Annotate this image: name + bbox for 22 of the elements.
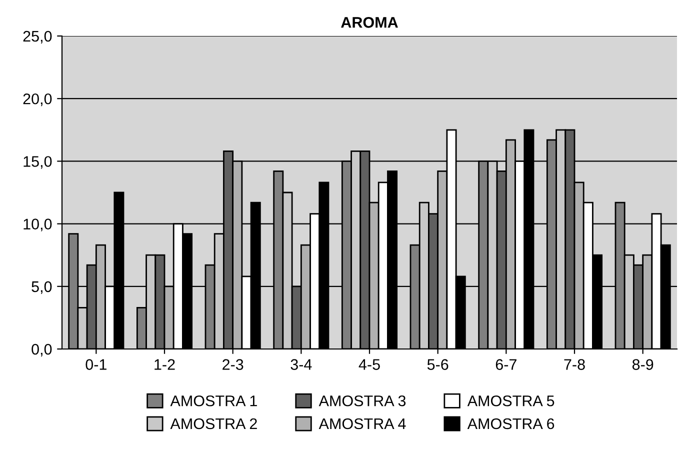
x-tick-label: 3-4 [290, 359, 312, 370]
legend-label: AMOSTRA 3 [318, 395, 406, 406]
x-tick-label: 0-1 [86, 359, 106, 370]
legend-label: AMOSTRA 1 [170, 395, 257, 406]
x-tick-label: 5-6 [427, 359, 448, 370]
y-tick-label: 25,0 [23, 30, 52, 44]
y-tick-label: 10,0 [24, 218, 52, 232]
x-tick-label: 1-2 [154, 359, 175, 370]
legend-label: AMOSTRA 6 [467, 418, 554, 430]
legend-label: AMOSTRA 5 [467, 395, 554, 406]
legend-label: AMOSTRA 2 [170, 418, 257, 430]
x-tick-label: 2-3 [222, 359, 244, 370]
x-tick-label: 8-9 [632, 359, 654, 370]
x-tick-label: 7-8 [564, 359, 585, 370]
x-tick-label: 6-7 [496, 359, 516, 370]
y-tick-label: 5,0 [32, 281, 52, 294]
y-tick-label: 15,0 [24, 156, 52, 169]
y-tick-label: 0,0 [32, 344, 52, 356]
chart-title: AROMA [341, 17, 398, 28]
y-tick-label: 20,0 [23, 93, 52, 106]
legend-label: AMOSTRA 4 [318, 418, 406, 430]
x-tick-label: 4-5 [358, 359, 380, 370]
